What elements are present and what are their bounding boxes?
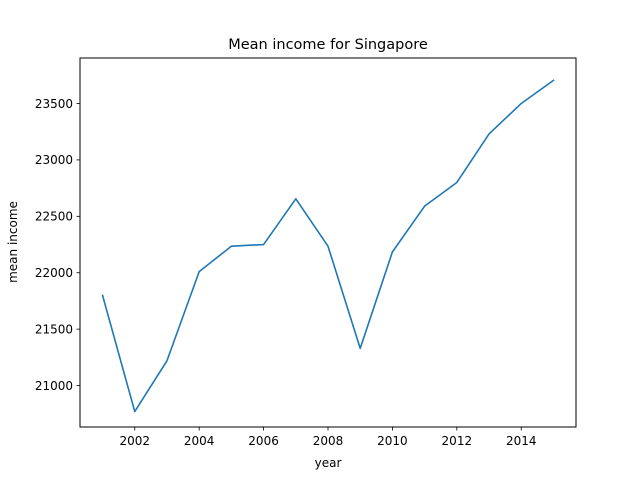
y-tick-label: 21500	[35, 322, 73, 336]
y-axis: 21000 21500 22000 22500 23000 23500	[35, 97, 80, 393]
x-tick-label: 2014	[506, 434, 537, 448]
x-axis-label: year	[315, 456, 342, 470]
x-tick-label: 2012	[442, 434, 473, 448]
x-tick-label: 2004	[184, 434, 215, 448]
x-axis: 2002 2004 2006 2008 2010 2012 2014	[119, 427, 537, 448]
y-tick-label: 21000	[35, 379, 73, 393]
plot-frame	[79, 57, 577, 428]
x-tick-label: 2002	[119, 434, 150, 448]
y-tick-label: 22000	[35, 266, 73, 280]
y-tick-label: 22500	[35, 210, 73, 224]
plot-area	[101, 79, 555, 413]
x-tick-label: 2008	[313, 434, 344, 448]
y-tick-label: 23500	[35, 97, 73, 111]
x-tick-label: 2010	[377, 434, 408, 448]
series-line	[101, 79, 555, 413]
y-axis-label: mean income	[6, 201, 20, 283]
x-tick-label: 2006	[248, 434, 279, 448]
y-tick-label: 23000	[35, 153, 73, 167]
chart-title: Mean income for Singapore	[228, 37, 428, 53]
